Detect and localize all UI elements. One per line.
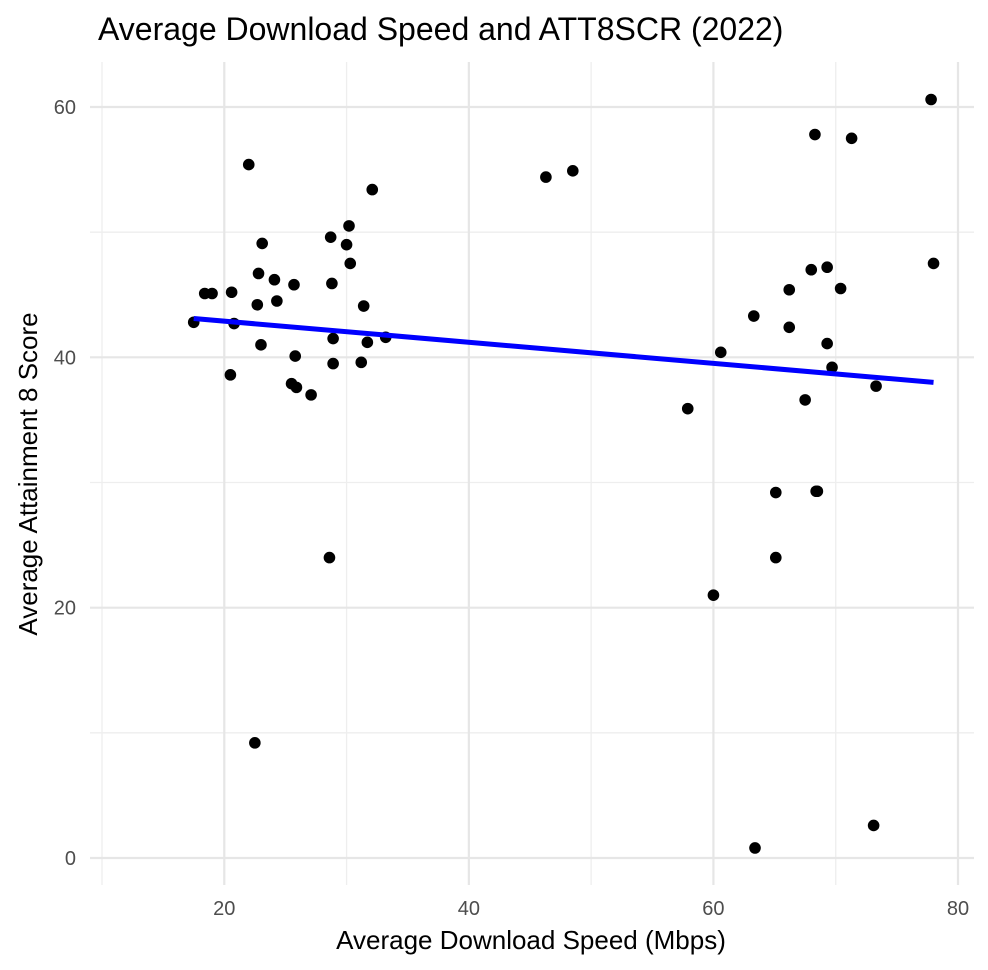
trend-line-group	[193, 316, 934, 385]
data-point	[361, 336, 374, 349]
data-point	[288, 278, 300, 291]
data-point	[845, 132, 858, 145]
x-tick-label: 20	[213, 898, 235, 920]
data-point	[805, 263, 818, 276]
data-point	[870, 380, 882, 392]
data-point	[826, 361, 838, 374]
data-point	[323, 551, 336, 564]
data-point	[867, 819, 880, 832]
data-point	[225, 286, 238, 299]
data-point	[251, 298, 264, 311]
data-point	[255, 339, 267, 351]
data-point	[540, 171, 552, 183]
data-point	[707, 589, 720, 601]
x-tick-label: 40	[458, 898, 480, 920]
data-point	[252, 267, 265, 280]
data-point	[271, 295, 283, 307]
data-point	[821, 337, 833, 350]
data-point	[681, 402, 694, 415]
data-point	[821, 261, 833, 274]
data-point	[206, 287, 218, 300]
data-point	[783, 283, 796, 296]
data-point	[242, 158, 255, 171]
grid-lines	[90, 62, 974, 885]
data-point	[327, 357, 339, 370]
data-point	[749, 842, 761, 854]
tick-labels: 20 40 60 80 0 20 40 60	[54, 97, 969, 920]
data-point	[324, 231, 337, 243]
data-point	[343, 220, 355, 232]
x-tick-label: 60	[702, 898, 724, 920]
data-point	[326, 277, 338, 290]
data-point	[769, 551, 782, 564]
data-point	[224, 369, 237, 381]
data-point	[357, 300, 370, 312]
y-axis-title: Average Attainment 8 Score	[13, 312, 43, 635]
x-axis-title: Average Download Speed (Mbps)	[336, 925, 726, 955]
data-point	[799, 394, 811, 406]
data-point	[927, 257, 940, 270]
data-point	[834, 282, 847, 295]
data-point	[340, 238, 353, 251]
x-tick-label: 80	[947, 898, 969, 920]
data-point	[355, 356, 368, 369]
data-point	[289, 350, 302, 362]
data-point	[783, 321, 796, 334]
y-tick-label: 60	[54, 97, 76, 119]
y-tick-label: 0	[65, 848, 76, 870]
data-point	[809, 128, 821, 141]
data-point	[256, 237, 268, 250]
trend-line	[193, 316, 934, 385]
data-point	[290, 381, 303, 394]
y-tick-label: 40	[54, 347, 76, 369]
data-point	[567, 165, 579, 177]
data-point	[925, 93, 937, 106]
data-point	[268, 273, 281, 286]
data-point	[366, 183, 379, 196]
y-tick-label: 20	[54, 598, 76, 620]
data-point	[811, 485, 824, 498]
data-point	[327, 332, 339, 345]
data-point	[769, 486, 782, 499]
data-point	[714, 346, 727, 359]
data-points	[187, 93, 940, 854]
data-point	[305, 389, 317, 401]
data-point	[344, 257, 357, 270]
data-point	[747, 310, 760, 322]
data-point	[249, 737, 261, 749]
chart-title: Average Download Speed and ATT8SCR (2022…	[98, 11, 783, 47]
